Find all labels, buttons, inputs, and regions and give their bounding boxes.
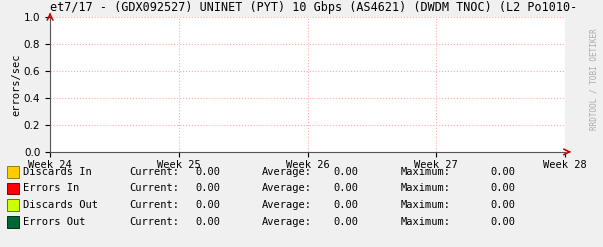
Text: Errors Out: Errors Out [23,217,86,227]
Text: 0.00: 0.00 [334,217,359,227]
Text: 0.00: 0.00 [334,200,359,210]
Text: Maximum:: Maximum: [401,184,451,193]
Text: RRDTOOL / TOBI OETIKER: RRDTOOL / TOBI OETIKER [590,28,599,130]
Text: 0.00: 0.00 [195,167,220,177]
Text: Average:: Average: [262,217,312,227]
Text: 0.00: 0.00 [491,184,516,193]
Text: Average:: Average: [262,167,312,177]
Text: Maximum:: Maximum: [401,167,451,177]
Text: Discards In: Discards In [23,167,92,177]
Text: 0.00: 0.00 [195,184,220,193]
Text: 0.00: 0.00 [491,200,516,210]
Text: et7/17 - (GDX092527) UNINET (PYT) 10 Gbps (AS4621) (DWDM TNOC) (L2 Po1010-: et7/17 - (GDX092527) UNINET (PYT) 10 Gbp… [50,0,577,14]
Text: Maximum:: Maximum: [401,200,451,210]
Text: Discards Out: Discards Out [23,200,98,210]
Text: 0.00: 0.00 [334,167,359,177]
Text: Current:: Current: [130,167,180,177]
Text: 0.00: 0.00 [195,217,220,227]
Text: Average:: Average: [262,200,312,210]
Text: Current:: Current: [130,184,180,193]
Text: 0.00: 0.00 [491,167,516,177]
Text: Average:: Average: [262,184,312,193]
Y-axis label: errors/sec: errors/sec [11,53,21,116]
Text: Maximum:: Maximum: [401,217,451,227]
Text: Current:: Current: [130,200,180,210]
Text: 0.00: 0.00 [334,184,359,193]
Text: Current:: Current: [130,217,180,227]
Text: Errors In: Errors In [23,184,79,193]
Text: 0.00: 0.00 [195,200,220,210]
Text: 0.00: 0.00 [491,217,516,227]
